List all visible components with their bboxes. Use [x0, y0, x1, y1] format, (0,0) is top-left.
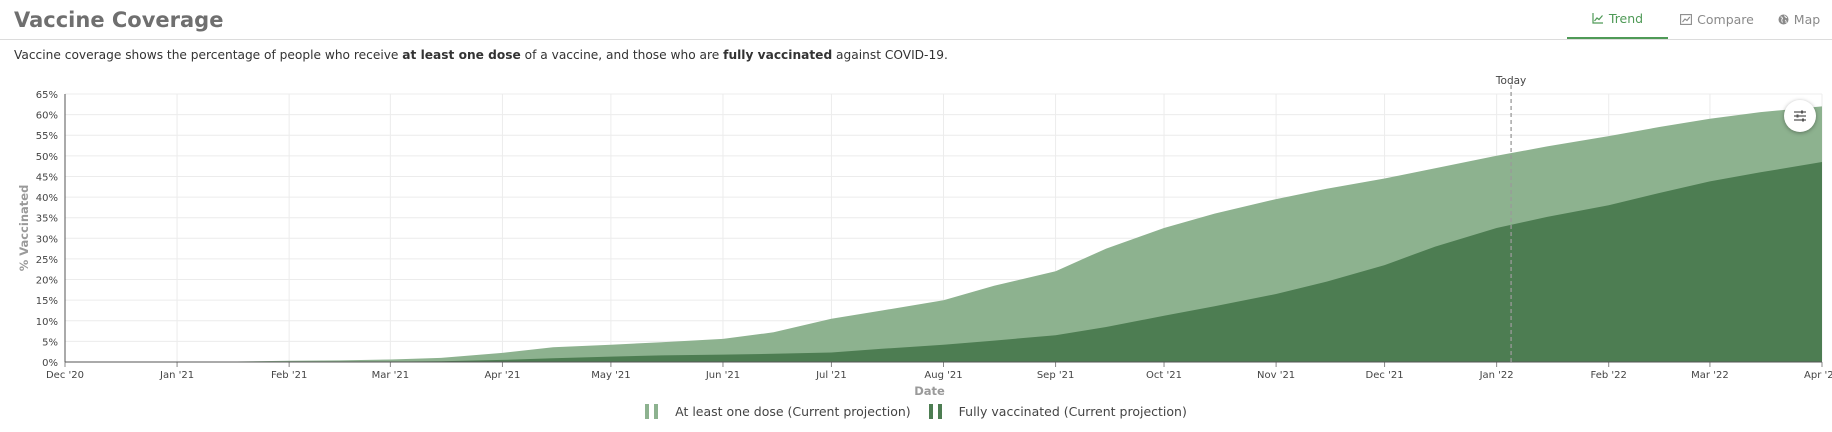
chart-axes: 0% 5% 10% 15% 20% 25% 30% 35% 40% 45% 50% 55% 60% 65%…: [36, 75, 1832, 381]
chart-settings-button[interactable]: [1784, 100, 1816, 132]
y-tick-label: 25%: [36, 255, 58, 266]
x-tick-label: Apr '21: [484, 370, 520, 381]
description-bold-2: fully vaccinated: [723, 48, 833, 62]
y-tick-label: 20%: [36, 276, 58, 287]
tab-compare[interactable]: Compare: [1668, 0, 1766, 38]
vaccine-coverage-chart: 0% 5% 10% 15% 20% 25% 30% 35% 40% 45% 50% 55% 60% 65%…: [17, 75, 1832, 398]
y-tick-label: 65%: [36, 90, 58, 101]
x-axis-label: Date: [914, 384, 945, 398]
legend-item-full[interactable]: Fully vaccinated (Current projection): [928, 404, 1187, 419]
legend-label-dose1: At least one dose (Current projection): [675, 404, 911, 419]
description-text-2: of a vaccine, and those who are: [520, 48, 724, 62]
tab-map[interactable]: Map: [1766, 0, 1832, 38]
header-bar: Vaccine Coverage Trend Compare Map: [0, 0, 1832, 40]
x-tick-label: Apr '22: [1804, 370, 1832, 381]
y-tick-label: 50%: [36, 152, 58, 163]
x-tick-label: Dec '21: [1366, 370, 1404, 381]
tab-trend[interactable]: Trend: [1567, 0, 1668, 39]
y-tick-label: 40%: [36, 193, 58, 204]
chart-areas: [65, 106, 1822, 363]
line-chart-icon: [1592, 13, 1603, 24]
sliders-icon: [1794, 110, 1806, 122]
y-tick-label: 60%: [36, 111, 58, 122]
y-axis-label: % Vaccinated: [17, 185, 31, 272]
description: Vaccine coverage shows the percentage of…: [14, 48, 948, 62]
y-tick-label: 35%: [36, 214, 58, 225]
x-tick-label: Jan '22: [1479, 370, 1514, 381]
compare-chart-icon: [1680, 13, 1693, 25]
tab-map-label: Map: [1793, 11, 1821, 27]
x-tick-label: Sep '21: [1037, 370, 1075, 381]
x-tick-label: Oct '21: [1146, 370, 1182, 381]
x-tick-label: May '21: [591, 370, 630, 381]
description-text-3: against COVID-19.: [832, 48, 948, 62]
y-tick-label: 10%: [36, 317, 58, 328]
chart-legend: At least one dose (Current projection) F…: [0, 404, 1832, 419]
x-tick-label: Feb '21: [271, 370, 307, 381]
x-tick-label: Jul '21: [815, 370, 847, 381]
legend-label-full: Fully vaccinated (Current projection): [958, 404, 1187, 419]
x-tick-label: Feb '22: [1591, 370, 1627, 381]
x-tick-label: Aug '21: [924, 370, 962, 381]
x-tick-label: Dec '20: [46, 370, 84, 381]
legend-item-dose1[interactable]: At least one dose (Current projection): [645, 404, 911, 419]
globe-icon: [1778, 14, 1789, 24]
area-series-full[interactable]: [65, 162, 1822, 362]
legend-swatch-dose1: [645, 404, 663, 419]
tab-compare-label: Compare: [1697, 11, 1754, 27]
y-tick-label: 55%: [36, 131, 58, 142]
page-title: Vaccine Coverage: [14, 8, 224, 32]
description-bold-1: at least one dose: [402, 48, 521, 62]
x-tick-label: Mar '21: [372, 370, 410, 381]
x-tick-label: Mar '22: [1691, 370, 1729, 381]
legend-swatch-full: [928, 404, 947, 419]
y-tick-label: 5%: [42, 337, 58, 348]
y-tick-label: 0%: [42, 358, 58, 369]
description-text-1: Vaccine coverage shows the percentage of…: [14, 48, 403, 62]
y-tick-label: 15%: [36, 296, 58, 307]
x-tick-label: Jan '21: [159, 370, 194, 381]
x-tick-label: Jun '21: [705, 370, 740, 381]
x-tick-label: Nov '21: [1257, 370, 1295, 381]
tab-trend-label: Trend: [1608, 11, 1644, 26]
view-tabs: Trend Compare Map: [1567, 0, 1832, 39]
today-marker-label: Today: [1495, 75, 1526, 87]
y-tick-label: 45%: [36, 172, 58, 183]
y-tick-label: 30%: [36, 234, 58, 245]
